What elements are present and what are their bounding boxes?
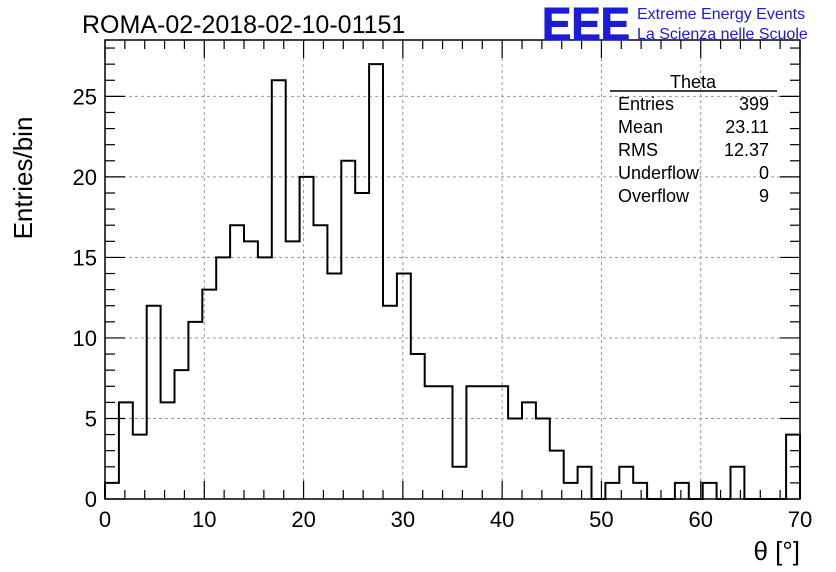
histogram-bin [605, 483, 619, 499]
histogram-bin [494, 386, 508, 499]
histogram-bin [161, 402, 175, 499]
histogram-bin [258, 257, 272, 499]
histogram-bin [536, 418, 550, 499]
x-tick-label: 40 [490, 507, 514, 532]
stats-title: Theta [670, 72, 717, 92]
histogram-bin [397, 274, 411, 499]
axis-ticks [104, 40, 801, 500]
histogram-bin [147, 306, 161, 499]
x-tick-label: 30 [391, 507, 415, 532]
stats-row-label: Underflow [618, 163, 700, 183]
x-tick-label: 70 [788, 507, 812, 532]
histogram-bin [411, 354, 425, 499]
stats-row-value: 9 [759, 186, 769, 206]
histogram-bin [508, 418, 522, 499]
histogram-bin [133, 435, 147, 499]
stats-row-value: 399 [739, 94, 769, 114]
logo-eee-text: EEE [542, 0, 630, 50]
y-tick-label: 0 [85, 487, 97, 512]
histogram-bin [272, 80, 286, 499]
tick-labels: 0 10 20 30 40 50 60 70 0 5 10 15 20 25 [73, 84, 813, 532]
histogram-bin [425, 386, 439, 499]
x-tick-label: 0 [99, 507, 111, 532]
histogram-bin [564, 483, 578, 499]
stats-row-label: Entries [618, 94, 674, 114]
chart-title: ROMA-02-2018-02-10-01151 [82, 11, 405, 39]
y-tick-label: 5 [85, 406, 97, 431]
x-tick-label: 20 [291, 507, 315, 532]
histogram-bin [244, 241, 258, 499]
histogram-outline [104, 63, 801, 500]
histogram-bin [522, 402, 536, 499]
y-tick-label: 10 [73, 326, 97, 351]
histogram-bin [703, 483, 717, 499]
y-tick-label: 20 [73, 165, 97, 190]
histogram-bin [355, 193, 369, 499]
histogram-bin [480, 386, 494, 499]
plot-frame [104, 39, 801, 500]
histogram-bin [341, 161, 355, 499]
stats-row-value: 12.37 [724, 140, 769, 160]
stats-row-value: 23.11 [725, 117, 769, 137]
stats-rows: Entries 399 Mean 23.11 RMS 12.37 Underflow 0 Ove… [618, 94, 769, 206]
histogram-bin [175, 370, 189, 499]
x-tick-label: 60 [688, 507, 712, 532]
histogram-bin [633, 483, 647, 499]
histogram-bin [216, 257, 230, 499]
x-tick-label: 10 [192, 507, 216, 532]
stats-row-label: RMS [618, 140, 658, 160]
stats-row-label: Overflow [618, 186, 690, 206]
y-tick-label: 15 [73, 245, 97, 270]
histogram-bin [466, 386, 480, 499]
x-tick-label: 50 [589, 507, 613, 532]
histogram-bin [286, 241, 300, 499]
stats-box: Theta Entries 399 Mean 23.11 RMS 12.37 Underfl… [610, 72, 777, 206]
histogram-bin [731, 467, 745, 499]
histogram-bin [202, 290, 216, 499]
y-tick-label: 25 [73, 84, 97, 109]
histogram-bin [327, 274, 341, 499]
histogram-bin [369, 64, 383, 499]
x-axis-title: θ [°] [753, 536, 800, 566]
histogram-bin [230, 225, 244, 499]
histogram-bin [314, 225, 328, 499]
eee-logo: EEE Extreme Energy Events La Scienza nel… [542, 0, 808, 51]
logo-line1: Extreme Energy Events [637, 6, 805, 23]
histogram-series [104, 63, 801, 500]
histogram-bin [675, 483, 689, 499]
logo-line2: La Scienza nelle Scuole [637, 26, 808, 43]
stats-row-label: Mean [618, 117, 663, 137]
histogram-bin [105, 483, 119, 499]
histogram-bin [439, 386, 453, 499]
stats-row-value: 0 [759, 163, 769, 183]
histogram-bin [300, 177, 314, 499]
histogram-bin [578, 467, 592, 499]
y-axis-title: Entries/bin [8, 117, 38, 240]
histogram-bin [383, 306, 397, 499]
histogram-bin [453, 467, 467, 499]
histogram-bin [188, 322, 202, 499]
histogram-bin [119, 402, 133, 499]
